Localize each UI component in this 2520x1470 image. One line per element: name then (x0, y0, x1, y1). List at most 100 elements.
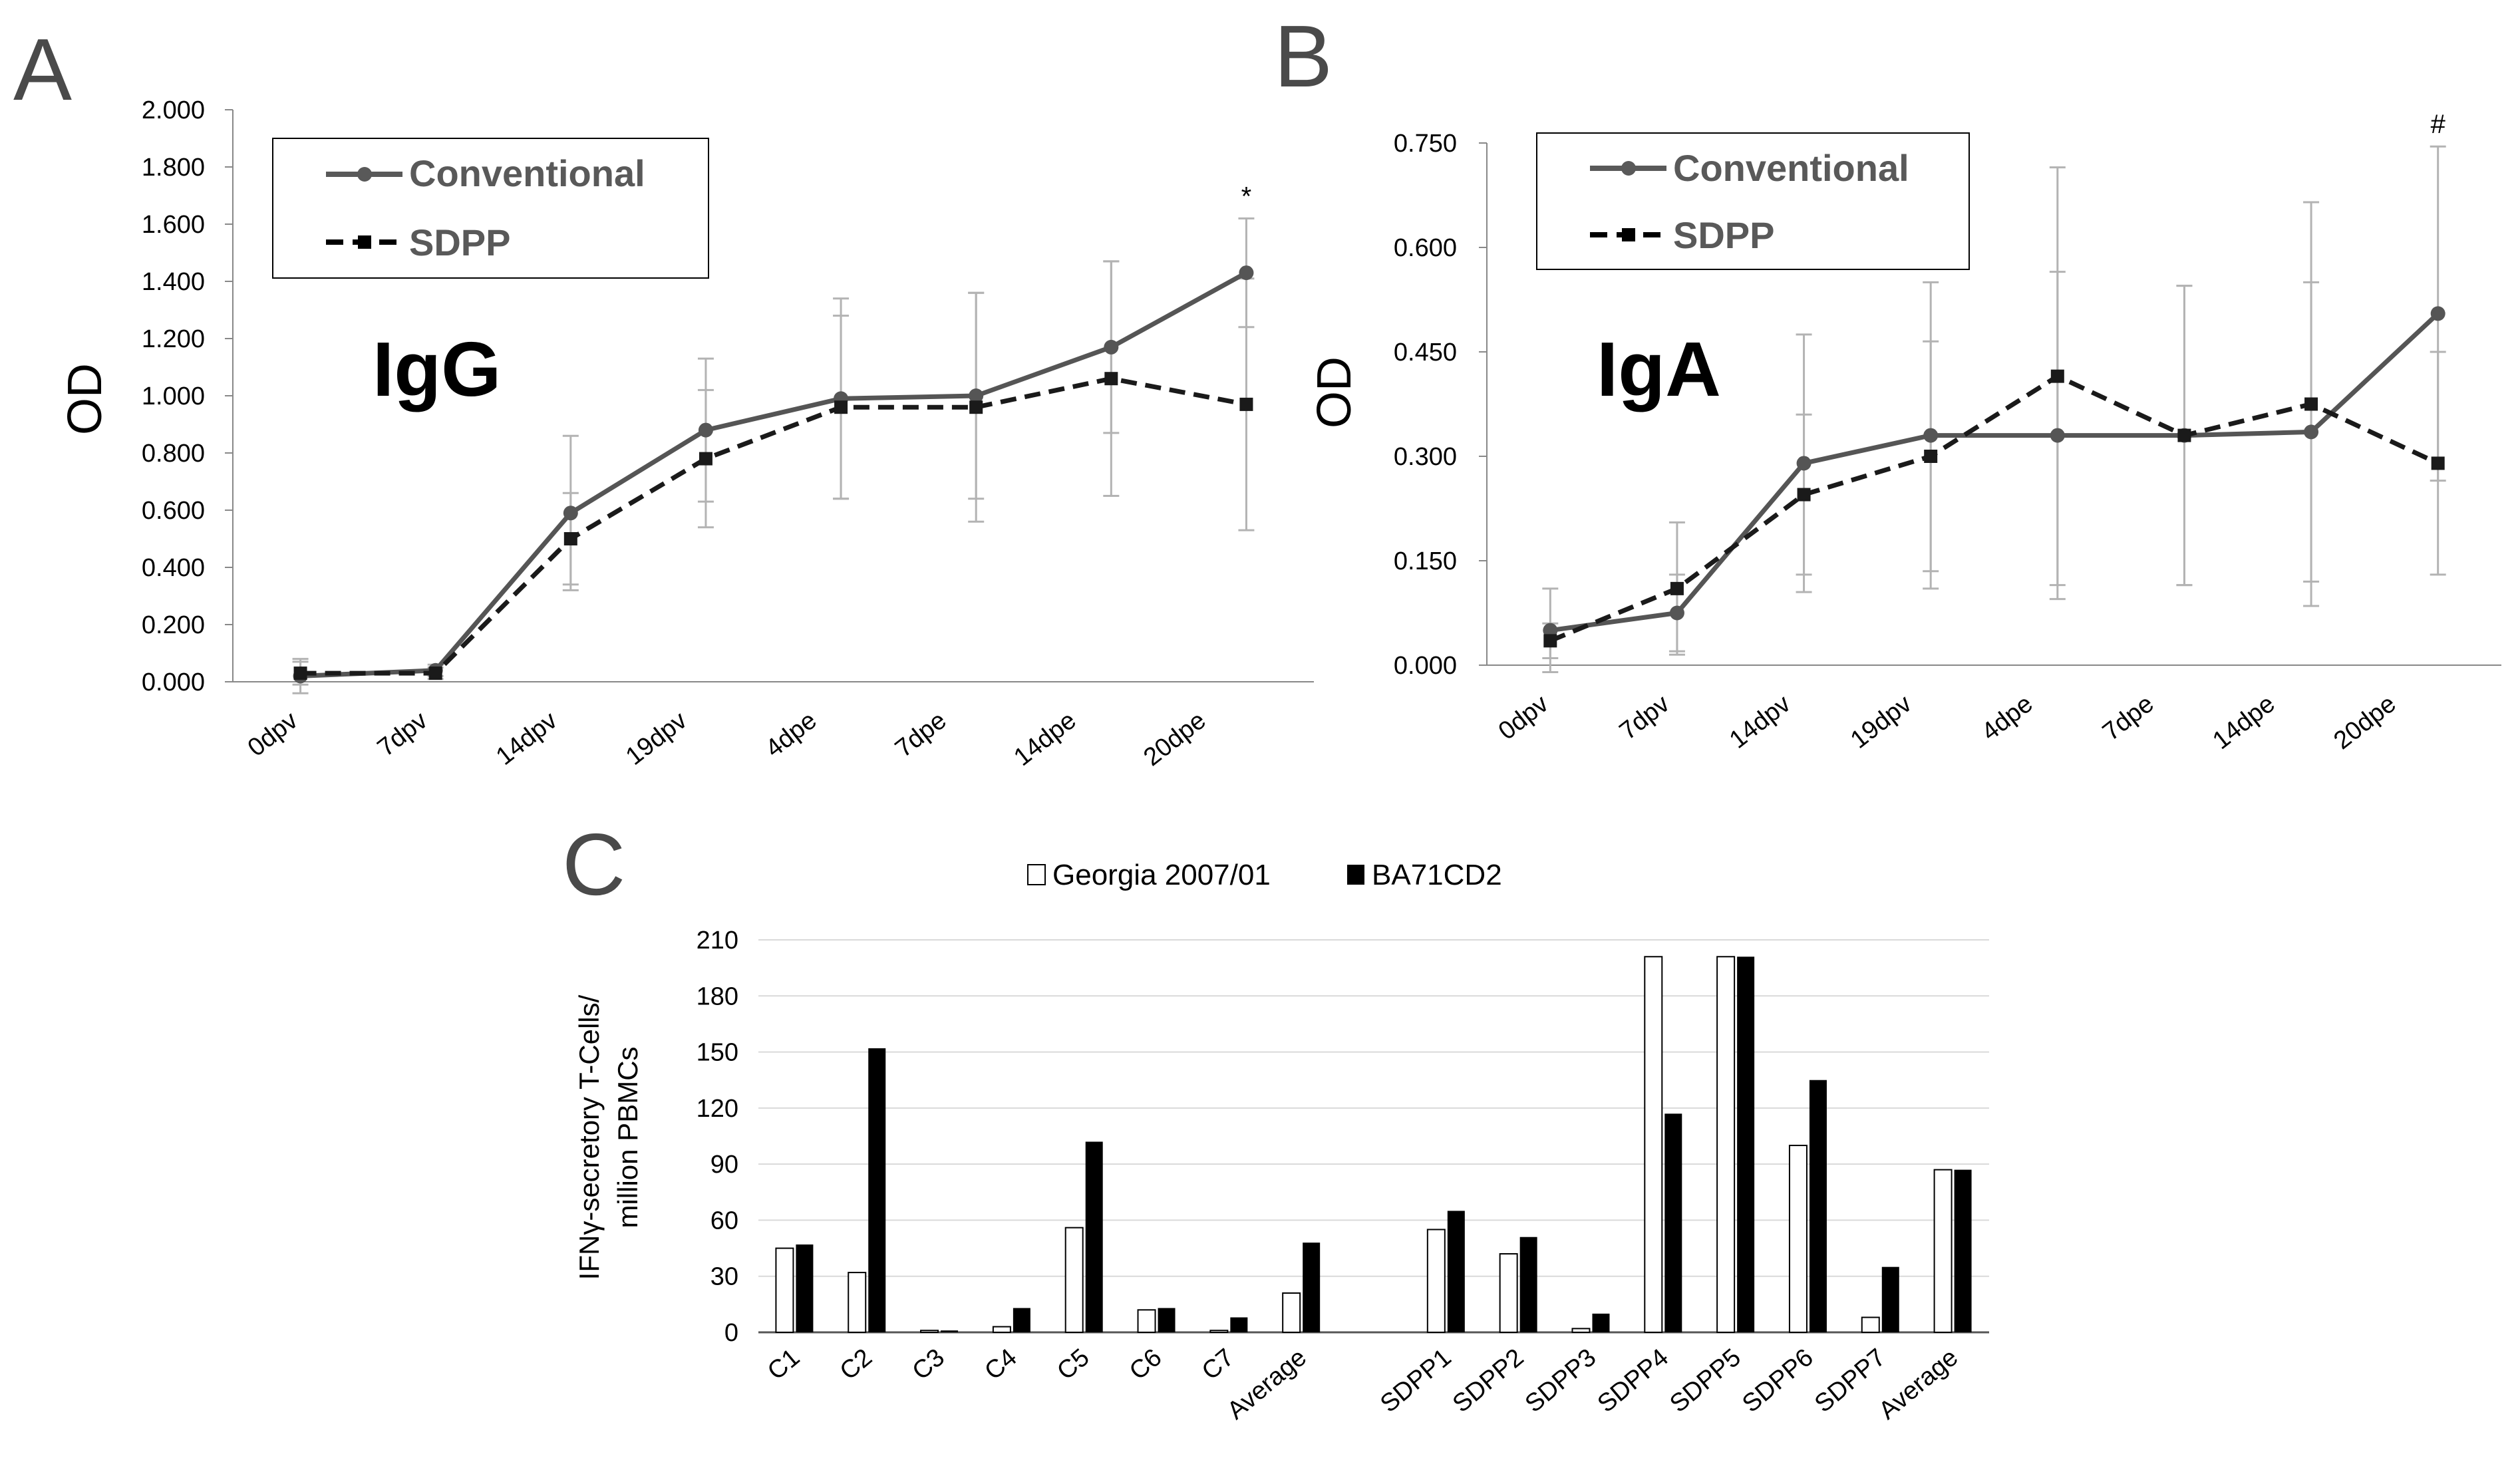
point-sdpp (293, 666, 307, 680)
legend-marker-sdpp (358, 235, 371, 249)
point-sdpp (699, 452, 712, 466)
x-tick-label: C4 (979, 1344, 1022, 1386)
y-tick-label: 180 (697, 982, 738, 1010)
bar-georgia (1571, 1328, 1591, 1334)
point-sdpp (2177, 428, 2191, 442)
bar-georgia (992, 1326, 1011, 1333)
x-tick-label: C3 (907, 1344, 950, 1386)
chart-igg: OD IgG Conventional SDPP 0.000 0.200 0.400… (59, 96, 1314, 772)
bar-ba71cd2 (941, 1330, 959, 1332)
x-tick-label: 20dpe (2328, 690, 2401, 755)
series-line-sdpp (300, 376, 1247, 676)
bar-ba71cd2 (1737, 956, 1755, 1332)
bar-ba71cd2 (1664, 1113, 1682, 1332)
point-sdpp (1670, 581, 1684, 595)
x-tick-label: 4dpe (760, 706, 822, 763)
panel-label-b: B (1274, 7, 1333, 105)
y-tick-label: 90 (710, 1151, 738, 1179)
y-tick-label: 2.000 (142, 96, 205, 124)
x-tick-label: SDPP1 (1375, 1344, 1456, 1418)
bar-georgia (1716, 956, 1736, 1334)
bar-ba71cd2 (796, 1244, 814, 1332)
x-tick-label: 14dpe (2207, 690, 2280, 755)
y-tick-label: 1.000 (142, 382, 205, 410)
bar-georgia (1499, 1253, 1518, 1333)
x-tick-label: 20dpe (1138, 706, 1211, 772)
chart-title-igg: IgG (373, 326, 501, 412)
series-line-conventional (1549, 311, 2440, 633)
point-sdpp (969, 400, 983, 414)
bar-ba71cd2 (1085, 1141, 1103, 1332)
x-tick-label: 7dpe (890, 706, 951, 763)
point-conventional (1104, 339, 1119, 355)
y-tick-label: 210 (697, 927, 738, 955)
y-tick-label: 0.300 (1394, 443, 1457, 471)
y-tick-label: 30 (710, 1263, 738, 1291)
x-tick-label: 19dpv (621, 706, 692, 771)
legend-label-georgia: Georgia 2007/01 (1052, 859, 1271, 891)
x-tick-label: SDPP6 (1737, 1344, 1818, 1418)
bar-georgia (1426, 1229, 1446, 1333)
legend-b: Conventional SDPP (1536, 132, 1970, 270)
bar-georgia (1282, 1292, 1301, 1333)
significance-marker: * (1241, 182, 1252, 211)
point-conventional (698, 422, 713, 438)
bar-ba71cd2 (1013, 1308, 1030, 1332)
y-tick-label: 1.600 (142, 211, 205, 239)
point-sdpp (2431, 456, 2445, 470)
bar-georgia (1137, 1309, 1156, 1334)
bar-georgia (1861, 1316, 1880, 1333)
bar-georgia (1788, 1145, 1808, 1333)
panel-label-c: C (562, 815, 625, 913)
bar-ba71cd2 (1881, 1266, 1899, 1332)
point-conventional (1669, 605, 1684, 621)
legend-c: Georgia 2007/01 BA71CD2 (1027, 859, 1502, 891)
bar-ba71cd2 (1303, 1243, 1321, 1332)
bar-ba71cd2 (1519, 1237, 1537, 1332)
point-sdpp (1543, 634, 1557, 648)
x-tick-label: C2 (835, 1344, 877, 1386)
legend-label-ba71cd2: BA71CD2 (1372, 859, 1502, 891)
legend-label-sdpp: SDPP (409, 221, 511, 263)
y-tick-label: 120 (697, 1095, 738, 1123)
x-tick-label: 7dpe (2098, 690, 2159, 746)
legend-a: Conventional SDPP (272, 138, 709, 279)
y-tick-label: 150 (697, 1039, 738, 1067)
bar-georgia (848, 1272, 867, 1333)
bar-georgia (1064, 1227, 1084, 1333)
x-tick-label: 14dpv (491, 706, 562, 771)
x-tick-label: 14dpe (1009, 706, 1081, 772)
y-tick-label: 1.400 (142, 268, 205, 296)
x-tick-label: C6 (1124, 1344, 1167, 1386)
series-line-conventional (300, 271, 1248, 678)
y-axis-label-a: OD (59, 363, 112, 435)
point-conventional (2050, 428, 2065, 443)
y-axis-label-c-line2: million PBMCs (612, 1046, 643, 1228)
chart-title-iga: IgA (1597, 326, 1721, 412)
panel-label-a: A (13, 21, 72, 118)
point-conventional (1796, 456, 1811, 471)
point-sdpp (563, 532, 577, 545)
y-tick-label: 0.150 (1394, 547, 1457, 575)
x-tick-label: SDPP2 (1448, 1344, 1529, 1418)
bar-georgia (1209, 1330, 1229, 1333)
bar-ba71cd2 (1809, 1080, 1827, 1332)
legend-marker-sdpp-b (1622, 228, 1635, 241)
point-conventional (563, 506, 578, 521)
legend-marker-conventional-b (1621, 161, 1636, 176)
y-tick-label: 0.600 (142, 497, 205, 525)
x-tick-label: C1 (762, 1344, 805, 1386)
legend-swatch-georgia (1027, 864, 1046, 885)
point-sdpp (428, 666, 442, 680)
bar-georgia (1644, 956, 1663, 1334)
y-tick-label: 0 (724, 1319, 738, 1347)
point-conventional (1923, 428, 1939, 443)
x-tick-label: 0dpv (1494, 690, 1554, 746)
x-tick-label: Average (1873, 1344, 1963, 1425)
y-tick-label: 0.450 (1394, 339, 1457, 367)
y-tick-label: 1.200 (142, 325, 205, 353)
y-axis-label-c-line1: IFNγ-secretory T-Cells/ (573, 994, 605, 1280)
y-tick-label: 1.800 (142, 154, 205, 182)
y-tick-label: 0.000 (1394, 652, 1457, 680)
x-tick-label: C5 (1052, 1344, 1094, 1386)
